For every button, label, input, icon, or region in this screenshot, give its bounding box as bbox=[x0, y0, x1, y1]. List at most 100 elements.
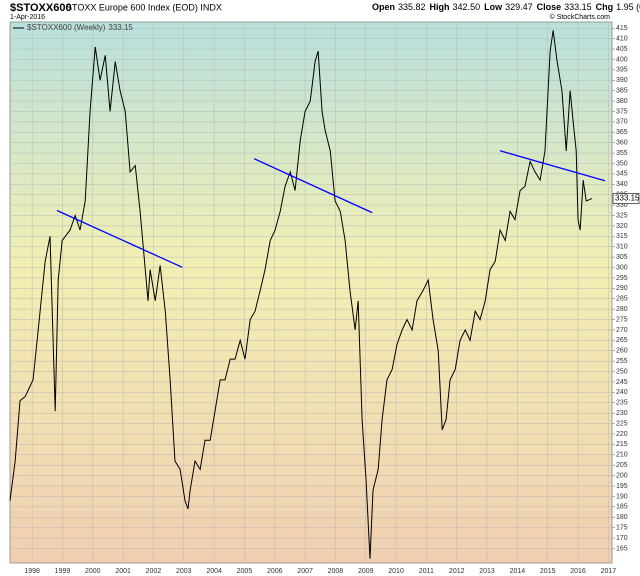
symbol: $STOXX600 bbox=[10, 2, 72, 14]
y-tick-label: 305 bbox=[616, 254, 628, 261]
y-tick-label: 190 bbox=[616, 493, 628, 500]
x-tick-label: 2006 bbox=[267, 568, 283, 575]
quote: Open 335.82 High 342.50 Low 329.47 Close 333.15… bbox=[372, 2, 640, 12]
trend-line bbox=[253, 158, 373, 214]
y-tick-label: 340 bbox=[616, 181, 628, 188]
y-tick-label: 285 bbox=[616, 296, 628, 303]
x-tick-label: 2012 bbox=[449, 568, 465, 575]
y-tick-label: 250 bbox=[616, 368, 628, 375]
y-tick-label: 370 bbox=[616, 119, 628, 126]
y-tick-label: 325 bbox=[616, 212, 628, 219]
quote-label: Open bbox=[372, 2, 395, 12]
y-tick-label: 210 bbox=[616, 452, 628, 459]
y-tick-label: 270 bbox=[616, 327, 628, 334]
y-tick-label: 205 bbox=[616, 462, 628, 469]
x-tick-label: 2000 bbox=[85, 568, 101, 575]
y-tick-label: 380 bbox=[616, 98, 628, 105]
x-tick-label: 1999 bbox=[55, 568, 71, 575]
x-tick-label: 2001 bbox=[115, 568, 131, 575]
x-tick-label: 2007 bbox=[297, 568, 313, 575]
y-tick-label: 315 bbox=[616, 233, 628, 240]
y-tick-label: 235 bbox=[616, 400, 628, 407]
y-tick-label: 310 bbox=[616, 244, 628, 251]
x-tick-label: 2010 bbox=[388, 568, 404, 575]
last-value-label: 333.15 bbox=[615, 194, 640, 203]
legend-entry: $STOXX600 (Weekly) 333.15 bbox=[27, 23, 133, 32]
x-tick-label: 2005 bbox=[237, 568, 253, 575]
price-line bbox=[9, 30, 593, 559]
x-tick-label: 2008 bbox=[328, 568, 344, 575]
y-tick-label: 180 bbox=[616, 514, 628, 521]
y-tick-label: 320 bbox=[616, 223, 628, 230]
quote-value: 333.15 bbox=[564, 2, 592, 12]
y-tick-label: 230 bbox=[616, 410, 628, 417]
x-tick-label: 2017 bbox=[601, 568, 617, 575]
y-tick-label: 255 bbox=[616, 358, 628, 365]
last-value-box bbox=[612, 193, 640, 204]
x-tick-label: 1998 bbox=[24, 568, 40, 575]
y-tick-label: 415 bbox=[616, 25, 628, 32]
x-tick-label: 2009 bbox=[358, 568, 374, 575]
quote-value: 342.50 bbox=[453, 2, 481, 12]
y-tick-label: 300 bbox=[616, 264, 628, 271]
y-tick-label: 185 bbox=[616, 504, 628, 511]
y-tick-label: 240 bbox=[616, 389, 628, 396]
y-tick-label: 245 bbox=[616, 379, 628, 386]
quote-label: Low bbox=[484, 2, 503, 12]
x-tick-label: 2016 bbox=[570, 568, 586, 575]
x-tick-label: 2002 bbox=[146, 568, 162, 575]
y-tick-label: 225 bbox=[616, 420, 628, 427]
y-tick-label: 355 bbox=[616, 150, 628, 157]
y-tick-label: 290 bbox=[616, 285, 628, 292]
quote-label: Close bbox=[537, 2, 562, 12]
y-tick-label: 275 bbox=[616, 316, 628, 323]
grid: 165 170 175 180 185 190 195 200 205 210 215 220 225 2… bbox=[10, 22, 628, 575]
y-tick-label: 330 bbox=[616, 202, 628, 209]
y-tick-label: 345 bbox=[616, 171, 628, 178]
date: 1-Apr-2016 bbox=[10, 14, 45, 21]
x-tick-label: 2015 bbox=[540, 568, 556, 575]
credit: © StockCharts.com bbox=[550, 13, 611, 21]
y-tick-label: 295 bbox=[616, 275, 628, 282]
x-tick-label: 2014 bbox=[510, 568, 526, 575]
y-tick-label: 220 bbox=[616, 431, 628, 438]
quote-value: 335.82 bbox=[398, 2, 426, 12]
x-tick-label: 2004 bbox=[206, 568, 222, 575]
y-tick-label: 200 bbox=[616, 472, 628, 479]
legend-value: 333.15 bbox=[108, 23, 133, 32]
y-tick-label: 280 bbox=[616, 306, 628, 313]
y-tick-label: 360 bbox=[616, 140, 628, 147]
y-tick-label: 375 bbox=[616, 108, 628, 115]
index-name: STOXX Europe 600 Index (EOD) INDX bbox=[66, 2, 222, 12]
trend-line bbox=[56, 209, 183, 268]
x-tick-label: 2013 bbox=[479, 568, 495, 575]
y-tick-label: 385 bbox=[616, 88, 628, 95]
y-tick-label: 395 bbox=[616, 67, 628, 74]
trend-line bbox=[499, 150, 606, 182]
y-tick-label: 175 bbox=[616, 524, 628, 531]
quote-label: Chg bbox=[596, 2, 614, 12]
x-tick-label: 2003 bbox=[176, 568, 192, 575]
quote-label: High bbox=[430, 2, 450, 12]
y-tick-label: 215 bbox=[616, 441, 628, 448]
y-tick-label: 390 bbox=[616, 77, 628, 84]
y-tick-label: 260 bbox=[616, 348, 628, 355]
legend-name: $STOXX600 (Weekly) bbox=[27, 23, 106, 32]
y-tick-label: 350 bbox=[616, 160, 628, 167]
y-tick-label: 195 bbox=[616, 483, 628, 490]
y-tick-label: 410 bbox=[616, 35, 628, 42]
y-tick-label: 365 bbox=[616, 129, 628, 136]
y-tick-label: 405 bbox=[616, 46, 628, 53]
quote-line: Open 335.82 High 342.50 Low 329.47 Close 333.15… bbox=[372, 2, 640, 12]
x-tick-label: 2011 bbox=[419, 568, 434, 575]
y-tick-label: 165 bbox=[616, 545, 628, 552]
plot-area bbox=[9, 21, 613, 564]
y-tick-label: 400 bbox=[616, 56, 628, 63]
quote-value: 329.47 bbox=[505, 2, 533, 12]
y-tick-label: 265 bbox=[616, 337, 628, 344]
quote-value: 1.95 (0.58%) bbox=[616, 2, 640, 12]
plot: 333.15 bbox=[9, 30, 640, 559]
y-tick-label: 170 bbox=[616, 535, 628, 542]
legend: $STOXX600 (Weekly) 333.15 bbox=[13, 23, 133, 32]
